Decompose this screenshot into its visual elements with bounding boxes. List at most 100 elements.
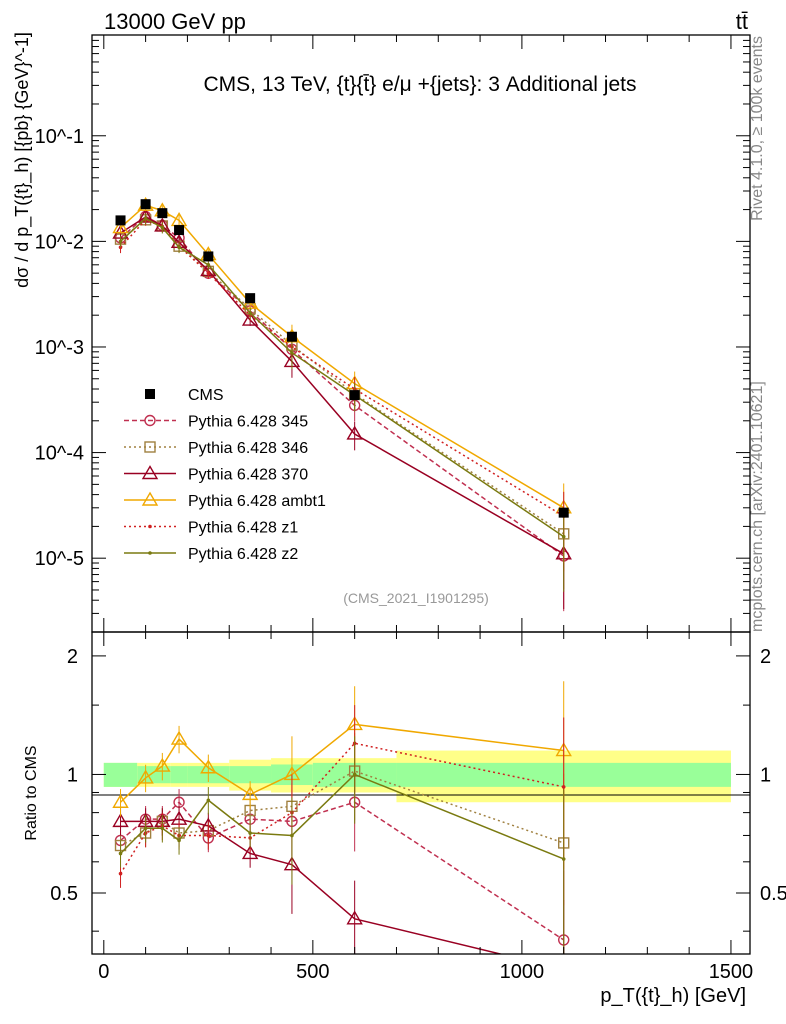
legend: CMS Pythia 6.428 345 Pythia 6.428 346 Pythi… bbox=[124, 387, 326, 563]
ratio-y-tick-label-right: 2 bbox=[760, 646, 771, 668]
ratio-point-p370 bbox=[241, 845, 259, 860]
ratio-y-tick-label: 2 bbox=[67, 646, 78, 668]
point-z2 bbox=[290, 351, 294, 355]
analysis-id: (CMS_2021_I1901295) bbox=[343, 590, 489, 606]
ratio-point-z2 bbox=[143, 826, 148, 831]
main-panel: 10^-1 10^-2 10^-3 10^-4 10^-5 CMS, 13 TeV, {… bbox=[35, 34, 751, 633]
series-ambt1 bbox=[112, 196, 572, 564]
x-tick-label: 1500 bbox=[709, 961, 754, 983]
series-p370 bbox=[112, 208, 572, 610]
ratio-band-inner bbox=[229, 766, 272, 784]
ratio-y-tick-label-right: 1 bbox=[760, 764, 771, 786]
legend-marker bbox=[144, 414, 156, 427]
main-y-tick-label: 10^-1 bbox=[35, 126, 84, 148]
main-series bbox=[112, 196, 572, 612]
ratio-point-z1 bbox=[118, 871, 123, 876]
point-CMS bbox=[203, 251, 214, 262]
legend-item-p370: Pythia 6.428 370 bbox=[124, 465, 308, 484]
point-CMS bbox=[157, 208, 168, 219]
legend-item-z1: Pythia 6.428 z1 bbox=[124, 520, 298, 537]
legend-item-z2: Pythia 6.428 z2 bbox=[124, 546, 298, 563]
ratio-band-inner bbox=[103, 762, 138, 787]
main-y-tick-label: 10^-2 bbox=[35, 231, 84, 253]
legend-item-ambt1: Pythia 6.428 ambt1 bbox=[124, 491, 326, 510]
point-p370 bbox=[241, 311, 259, 326]
ratio-point-z2 bbox=[352, 772, 357, 777]
legend-label: Pythia 6.428 ambt1 bbox=[188, 493, 326, 510]
ratio-point-ambt1 bbox=[112, 793, 129, 808]
ratio-point-z2 bbox=[118, 851, 123, 856]
legend-marker bbox=[148, 551, 152, 555]
ratio-ylabel: Ratio to CMS bbox=[23, 745, 40, 840]
ratio-line-p345 bbox=[120, 801, 565, 941]
legend-item-p345: Pythia 6.428 345 bbox=[124, 414, 308, 431]
legend-label: Pythia 6.428 z1 bbox=[188, 520, 298, 537]
series-p346 bbox=[114, 214, 570, 590]
main-ylabel: dσ / d p_T({t}_h) [{pb} {GeV}^-1] bbox=[12, 32, 33, 288]
x-tick-label: 1000 bbox=[500, 961, 545, 983]
ratio-point-z2 bbox=[160, 826, 165, 831]
point-z2 bbox=[143, 216, 148, 221]
point-CMS bbox=[140, 199, 151, 210]
ratio-y-tick-label: 0.5 bbox=[50, 883, 78, 905]
ratio-point-ambt1 bbox=[170, 730, 188, 745]
point-ambt1 bbox=[112, 219, 129, 234]
point-z2 bbox=[177, 245, 181, 250]
point-z1 bbox=[206, 271, 211, 275]
ratio-point-p370 bbox=[557, 962, 571, 974]
point-CMS bbox=[558, 507, 569, 518]
mcplots-label: mcplots.cern.ch [arXiv:2401.10621] bbox=[749, 381, 766, 632]
series-line-z1 bbox=[119, 218, 565, 517]
legend-marker bbox=[148, 524, 152, 529]
ratio-point-z2 bbox=[561, 857, 566, 861]
point-CMS bbox=[286, 331, 297, 342]
energy-label: 13000 GeV pp bbox=[104, 9, 246, 34]
main-title: CMS, 13 TeV, {t}{t̄} e/μ +{jets}: 3 Addi… bbox=[204, 73, 637, 96]
ratio-series-p370 bbox=[112, 805, 571, 974]
legend-label: CMS bbox=[188, 387, 224, 404]
ratio-series-z2 bbox=[118, 736, 566, 954]
series-line-p370 bbox=[120, 216, 565, 555]
ratio-point-z2 bbox=[290, 833, 294, 838]
ratio-y-tick-label: 1 bbox=[67, 764, 78, 786]
ratio-band-inner bbox=[170, 766, 188, 784]
ratio-point-p370 bbox=[112, 812, 129, 828]
ratio-x-ticks: 0 500 1000 1500 bbox=[98, 632, 753, 983]
ratio-point-ambt1 bbox=[241, 785, 259, 801]
legend-marker bbox=[141, 465, 159, 480]
ratio-point-z2 bbox=[177, 838, 181, 843]
ratio-series bbox=[112, 681, 572, 974]
legend-marker bbox=[145, 389, 155, 399]
main-y-tick-label: 10^-5 bbox=[35, 548, 84, 570]
point-z2 bbox=[160, 225, 165, 230]
legend-item-p346: Pythia 6.428 346 bbox=[124, 440, 308, 457]
legend-label: Pythia 6.428 z2 bbox=[188, 546, 298, 563]
series-line-p346 bbox=[120, 218, 565, 535]
legend-label: Pythia 6.428 346 bbox=[188, 440, 308, 457]
main-y-tick-label: 10^-3 bbox=[35, 337, 84, 359]
series-z2 bbox=[118, 213, 566, 592]
rivet-label: Rivet 4.1.0, ≥ 100k events bbox=[749, 36, 766, 221]
main-y-tick-label: 10^-4 bbox=[35, 443, 84, 465]
ratio-point-z1 bbox=[561, 785, 566, 789]
legend-marker bbox=[144, 441, 156, 453]
point-z2 bbox=[118, 239, 123, 244]
series-CMS bbox=[115, 199, 569, 518]
main-x-ticks bbox=[103, 35, 732, 632]
point-CMS bbox=[115, 215, 126, 226]
ratio-frame bbox=[91, 631, 751, 955]
ratio-y-tick-label-right: 0.5 bbox=[760, 883, 786, 905]
ratio-point-z1 bbox=[206, 833, 211, 838]
ratio-point-z2 bbox=[206, 798, 211, 803]
main-frame bbox=[91, 34, 751, 633]
series-z1 bbox=[118, 214, 566, 572]
main-y-ticks: 10^-1 10^-2 10^-3 10^-4 10^-5 bbox=[35, 34, 750, 633]
x-axis-label: p_T({t}_h) [GeV] bbox=[600, 985, 746, 1007]
ratio-y-ticks: 0.5 0.5 1 1 2 2 bbox=[50, 646, 786, 932]
main-ylabel-text: dσ / d p_T({t}_h) [{pb} {GeV}^-1] bbox=[12, 32, 33, 288]
ratio-line-p370 bbox=[120, 818, 504, 954]
point-z2 bbox=[561, 534, 566, 539]
legend-marker bbox=[141, 491, 159, 506]
ratio-point-z2 bbox=[248, 831, 252, 835]
